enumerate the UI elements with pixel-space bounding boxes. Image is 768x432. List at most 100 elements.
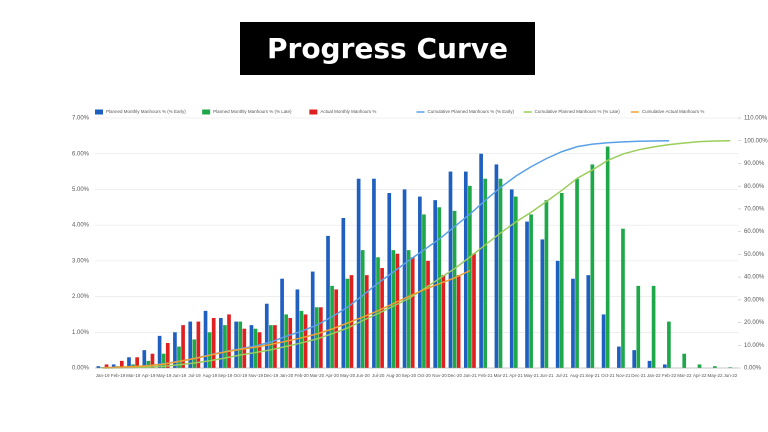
- bar: [203, 310, 208, 368]
- bar: [418, 196, 422, 368]
- x-tick-label: Jun-22: [723, 373, 737, 378]
- bar: [380, 268, 384, 368]
- bar: [636, 285, 641, 368]
- x-tick-label: Apr-20: [326, 373, 340, 378]
- x-tick-label: Nov-20: [432, 373, 447, 378]
- legend-label: Actual Monthly Manhours %: [320, 109, 376, 114]
- x-tick-label: Feb-22: [662, 373, 677, 378]
- bar: [590, 164, 595, 368]
- x-tick-label: Dec-20: [448, 373, 463, 378]
- x-tick-label: May-20: [340, 373, 356, 378]
- x-tick-label: Apr-22: [693, 373, 707, 378]
- bar: [697, 364, 702, 368]
- x-tick-label: Jul-20: [372, 373, 385, 378]
- x-tick-label: Apr-21: [509, 373, 523, 378]
- x-tick-label: Nov-21: [616, 373, 631, 378]
- x-tick-label: Sep-20: [402, 373, 417, 378]
- legend-label: Planned Monthly Manhours % (% Late): [213, 109, 292, 114]
- x-tick-label: Nov-19: [248, 373, 263, 378]
- x-tick-label: Jan-22: [647, 373, 661, 378]
- bar: [494, 164, 499, 368]
- bar: [142, 350, 147, 368]
- legend-label: Cumulative Actual Manhours %: [642, 109, 705, 114]
- bar: [498, 178, 503, 368]
- bar: [173, 332, 177, 368]
- x-tick-label: May-22: [708, 373, 724, 378]
- bar: [448, 171, 453, 368]
- bar: [161, 353, 166, 368]
- x-tick-label: Feb-20: [295, 373, 310, 378]
- y-tick-label: 6.00%: [72, 151, 90, 157]
- bar: [544, 200, 549, 368]
- bar: [196, 321, 201, 368]
- y-tick-label: 4.00%: [72, 223, 90, 229]
- x-tick-label: Aug-21: [570, 373, 585, 378]
- bar: [662, 364, 667, 368]
- bar: [120, 360, 124, 368]
- y-tick-label: 1.00%: [72, 330, 90, 336]
- x-tick-label: Feb-19: [111, 373, 126, 378]
- bar: [177, 346, 181, 368]
- bar: [330, 285, 334, 368]
- bar: [395, 253, 400, 368]
- y2-tick-label: 50.00%: [744, 252, 765, 258]
- x-tick-label: Oct-19: [234, 373, 248, 378]
- bar: [463, 171, 468, 368]
- bar: [127, 357, 131, 368]
- x-tick-label: Jan-20: [279, 373, 293, 378]
- bar: [299, 310, 304, 368]
- y-tick-label: 3.00%: [72, 258, 90, 264]
- bar: [456, 275, 461, 368]
- bar: [571, 278, 575, 368]
- y2-tick-label: 70.00%: [744, 206, 765, 212]
- x-tick-label: Jun-19: [172, 373, 186, 378]
- x-tick-label: Jan-19: [96, 373, 110, 378]
- bar: [257, 332, 262, 368]
- bar: [472, 253, 476, 368]
- bar: [621, 228, 625, 368]
- bar: [559, 193, 564, 368]
- bar: [575, 178, 579, 368]
- bar: [586, 275, 591, 368]
- bar: [632, 350, 637, 368]
- bar: [372, 178, 376, 368]
- bar: [441, 275, 446, 368]
- y-tick-label: 2.00%: [72, 294, 90, 300]
- x-tick-label: Jul-19: [188, 373, 201, 378]
- bar: [479, 153, 483, 368]
- bar: [165, 343, 170, 368]
- y2-tick-label: 110.00%: [744, 116, 768, 122]
- bar: [219, 318, 223, 368]
- bar: [150, 353, 155, 368]
- x-tick-label: Sep-19: [218, 373, 233, 378]
- x-tick-label: Oct-21: [601, 373, 615, 378]
- y2-tick-label: 30.00%: [744, 297, 765, 303]
- bar: [364, 275, 369, 368]
- x-tick-label: May-19: [156, 373, 172, 378]
- bar: [422, 214, 426, 368]
- bar: [540, 239, 545, 368]
- bar: [211, 318, 216, 368]
- bar: [111, 364, 116, 368]
- bar: [157, 335, 162, 368]
- bar: [402, 189, 407, 368]
- bar: [452, 210, 457, 368]
- bar: [269, 325, 273, 368]
- bar: [437, 207, 442, 368]
- bar: [238, 321, 243, 368]
- bar: [376, 257, 380, 368]
- y2-tick-label: 60.00%: [744, 229, 765, 235]
- bar: [728, 367, 732, 368]
- y2-tick-label: 0.00%: [744, 366, 762, 372]
- bar: [525, 221, 529, 368]
- bar: [146, 360, 151, 368]
- x-tick-label: Mar-20: [310, 373, 325, 378]
- bar: [334, 289, 339, 368]
- legend-label: Cumulative Planned Manhours % (% Early): [428, 109, 515, 114]
- legend-swatch: [309, 109, 318, 115]
- bar: [326, 235, 330, 368]
- bar: [341, 218, 346, 368]
- x-tick-label: Mar-21: [494, 373, 509, 378]
